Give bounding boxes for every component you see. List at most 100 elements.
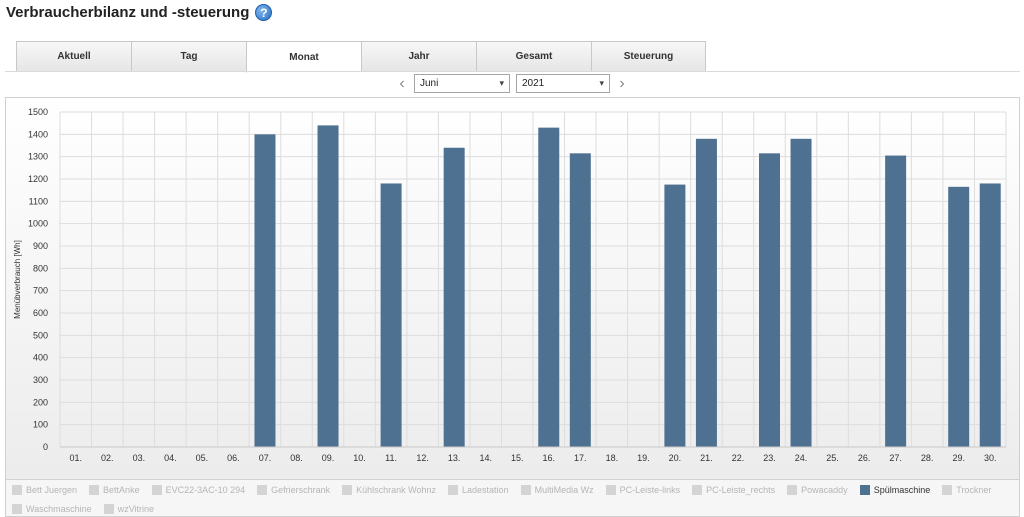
legend-label: Powacaddy	[801, 485, 848, 495]
bar[interactable]	[885, 155, 907, 448]
y-tick-label: 100	[33, 420, 48, 430]
tab-gesamt[interactable]: Gesamt	[476, 41, 591, 72]
help-icon[interactable]: ?	[255, 4, 273, 21]
chevron-down-icon: ▾	[499, 78, 504, 88]
bar[interactable]	[380, 183, 402, 447]
legend-swatch	[520, 485, 531, 495]
legend-item[interactable]: MultiMedia Wz	[520, 484, 594, 496]
bar[interactable]	[443, 147, 465, 447]
y-tick-label: 600	[33, 308, 48, 318]
tab-aktuell[interactable]: Aktuell	[16, 41, 131, 72]
legend-label: Gefrierschrank	[271, 485, 331, 495]
x-tick-label: 23.	[763, 453, 776, 463]
legend-item[interactable]: PC-Leiste-links	[605, 484, 680, 496]
x-tick-label: 07.	[259, 453, 272, 463]
year-select[interactable]: 2021 ▾	[516, 74, 610, 93]
month-select-value: Juni	[420, 78, 439, 89]
bar[interactable]	[979, 183, 1001, 447]
legend-item[interactable]: wzVitrine	[103, 503, 155, 515]
tab-bar: Aktuell Tag Monat Jahr Gesamt Steuerung	[16, 41, 706, 73]
legend-swatch	[103, 503, 114, 514]
chart-area: 0 100 200 300 400 500 600 700 800 900 1000 1100 1200…	[5, 97, 1020, 480]
y-tick-label: 300	[33, 375, 48, 385]
legend-swatch	[787, 485, 798, 495]
legend-item[interactable]: BettAnke	[89, 484, 140, 496]
legend-swatch	[12, 503, 22, 514]
bar[interactable]	[569, 153, 591, 448]
legend-label: Spülmaschine	[873, 485, 931, 495]
x-tick-label: 26.	[858, 453, 871, 463]
bar[interactable]	[664, 184, 686, 447]
x-tick-label: 17.	[574, 453, 587, 463]
x-tick-label: 24.	[795, 453, 808, 463]
next-month-icon[interactable]: ›	[619, 74, 625, 92]
x-tick-label: 01.	[70, 453, 83, 463]
bar[interactable]	[317, 125, 339, 448]
bar[interactable]	[759, 153, 780, 448]
bar[interactable]	[695, 138, 717, 448]
x-tick-label: 05.	[196, 453, 209, 463]
bar[interactable]	[948, 186, 970, 448]
x-tick-label: 29.	[952, 453, 965, 463]
legend-item[interactable]: PC-Leiste_rechts	[692, 484, 775, 496]
x-tick-label: 14.	[479, 453, 492, 463]
page-title: Verbraucherbilanz und -steuerung ?	[6, 4, 273, 21]
legend-swatch	[12, 485, 22, 495]
legend-item[interactable]: Waschmaschine	[12, 503, 92, 515]
legend-swatch	[605, 485, 616, 495]
y-tick-label: 1300	[28, 152, 48, 162]
legend-swatch	[942, 485, 953, 495]
y-axis-label: Menübverbrauch [Wh]	[13, 240, 22, 319]
tab-divider	[5, 71, 1020, 72]
tab-monat[interactable]: Monat	[246, 41, 361, 73]
legend-item[interactable]: Trockner	[942, 484, 991, 496]
bar[interactable]	[538, 127, 560, 447]
previous-month-icon[interactable]: ‹	[399, 74, 405, 92]
bar[interactable]	[790, 138, 812, 448]
legend-item[interactable]: Bett Juergen	[12, 484, 77, 496]
x-tick-label: 19.	[637, 453, 650, 463]
legend-swatch	[448, 485, 459, 495]
x-tick-label: 13.	[448, 453, 461, 463]
legend-label: MultiMedia Wz	[534, 485, 594, 495]
chevron-down-icon: ▾	[599, 78, 604, 88]
legend-item[interactable]: Spülmaschine	[859, 484, 931, 496]
y-tick-label: 1400	[28, 129, 48, 139]
tab-jahr[interactable]: Jahr	[361, 41, 476, 72]
legend-label: EVC22-3AC-10 294	[165, 485, 246, 495]
y-tick-label: 900	[33, 241, 48, 251]
x-tick-label: 11.	[385, 453, 397, 463]
legend-label: Trockner	[956, 485, 992, 495]
chart-legend: Bett Juergen BettAnke EVC22-3AC-10 294 Gefr…	[5, 480, 1020, 517]
legend-label: PC-Leiste_rechts	[706, 485, 776, 495]
period-selector: ‹ Juni ▾ 2021 ▾ ›	[396, 74, 628, 93]
legend-item[interactable]: Kühlschrank Wohnz	[342, 484, 436, 496]
y-tick-label: 200	[33, 397, 48, 407]
y-tick-label: 700	[33, 286, 48, 296]
y-tick-label: 500	[33, 330, 48, 340]
legend-item[interactable]: Gefrierschrank	[257, 484, 330, 496]
y-tick-label: 1100	[29, 196, 48, 206]
x-tick-label: 02.	[101, 453, 114, 463]
x-tick-label: 25.	[826, 453, 839, 463]
legend-item[interactable]: Powacaddy	[787, 484, 848, 496]
y-tick-label: 0	[43, 442, 48, 452]
year-select-value: 2021	[522, 78, 545, 89]
legend-swatch	[342, 485, 353, 495]
legend-swatch	[859, 485, 870, 495]
x-tick-label: 12.	[416, 453, 429, 463]
legend-item[interactable]: Ladestation	[448, 484, 509, 496]
legend-label: Waschmaschine	[26, 503, 92, 514]
x-tick-label: 27.	[889, 453, 902, 463]
x-tick-label: 08.	[290, 453, 303, 463]
month-select[interactable]: Juni ▾	[414, 74, 510, 93]
legend-label: wzVitrine	[117, 503, 155, 514]
bar-chart: 0 100 200 300 400 500 600 700 800 900 1000 1100 1200…	[13, 107, 1007, 463]
legend-item[interactable]: EVC22-3AC-10 294	[151, 484, 246, 496]
tab-steuerung[interactable]: Steuerung	[591, 41, 706, 72]
legend-label: Ladestation	[462, 485, 509, 495]
bar[interactable]	[254, 134, 276, 448]
y-tick-label: 1000	[28, 219, 48, 229]
tab-tag[interactable]: Tag	[131, 41, 246, 72]
y-tick-label: 1200	[28, 174, 48, 184]
